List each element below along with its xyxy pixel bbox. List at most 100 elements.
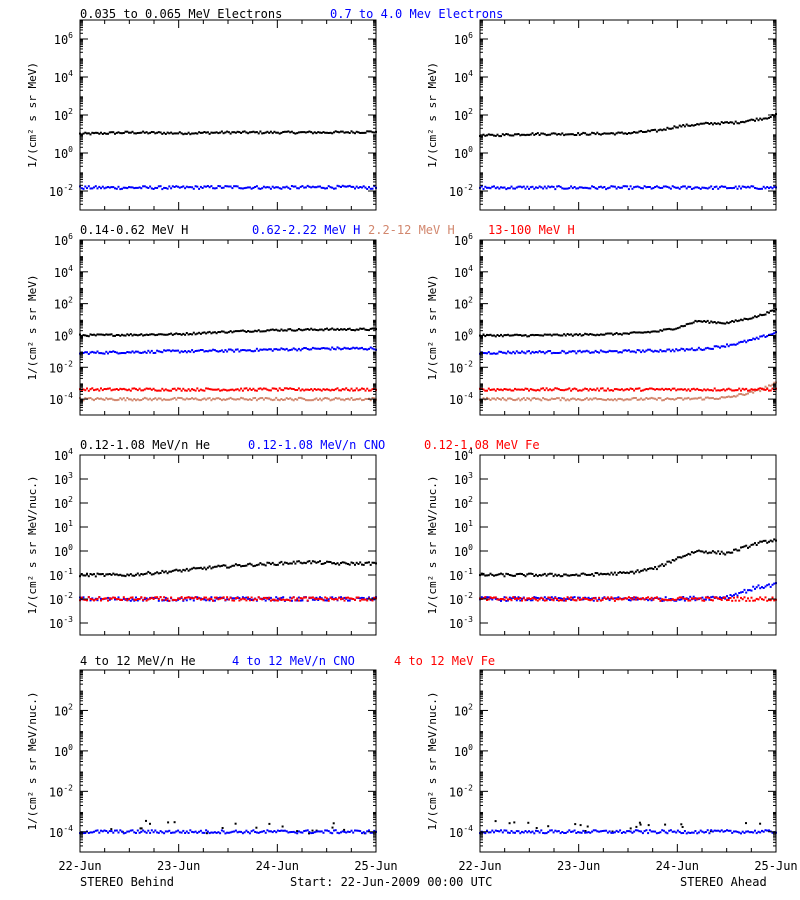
data-point	[519, 597, 522, 599]
data-point	[248, 387, 251, 390]
data-point	[692, 321, 695, 324]
data-point	[773, 381, 776, 384]
data-point	[254, 831, 257, 833]
data-point	[733, 830, 735, 833]
data-point	[117, 131, 120, 134]
data-point	[606, 350, 609, 353]
data-point	[220, 597, 223, 600]
data-point	[80, 389, 83, 392]
data-point	[561, 132, 564, 135]
data-point	[331, 562, 334, 565]
data-point	[273, 398, 276, 401]
data-point	[311, 328, 314, 331]
data-point	[717, 122, 720, 125]
data-point	[512, 134, 515, 137]
data-point	[682, 124, 685, 126]
data-point	[711, 830, 714, 833]
data-point	[108, 131, 111, 134]
data-point	[748, 599, 751, 602]
data-point	[669, 328, 672, 331]
data-point	[575, 398, 578, 401]
data-point	[215, 388, 218, 391]
data-point	[150, 131, 153, 133]
data-point	[171, 349, 174, 352]
data-point	[261, 397, 264, 399]
data-point	[601, 830, 604, 832]
data-point	[161, 351, 164, 354]
data-point	[512, 399, 515, 401]
data-point	[108, 573, 111, 575]
data-point	[359, 186, 362, 188]
data-point	[542, 597, 545, 600]
data-point	[606, 831, 609, 834]
data-point	[352, 598, 355, 600]
data-point	[303, 830, 306, 832]
data-point	[304, 347, 307, 350]
data-point	[494, 829, 497, 832]
data-point	[294, 389, 297, 391]
data-point	[486, 333, 488, 336]
data-point	[673, 598, 676, 601]
data-point	[596, 398, 599, 401]
data-point	[685, 397, 688, 400]
data-point	[107, 186, 109, 188]
data-point	[150, 596, 153, 599]
data-point	[366, 599, 369, 602]
data-point	[768, 384, 770, 387]
series-points	[479, 331, 777, 355]
data-point	[724, 345, 727, 348]
data-point	[311, 598, 314, 601]
data-point	[329, 186, 332, 189]
data-point	[226, 596, 229, 599]
data-point	[568, 133, 571, 136]
data-point	[500, 398, 502, 401]
data-point	[122, 132, 125, 134]
data-point	[236, 130, 239, 133]
data-point	[166, 599, 169, 602]
data-point	[740, 340, 742, 343]
data-point	[261, 598, 264, 601]
data-point	[580, 598, 583, 601]
data-point	[114, 351, 116, 353]
y-tick-label: 10-2	[49, 183, 73, 199]
data-point	[570, 830, 573, 833]
data-point	[589, 133, 592, 136]
data-point	[768, 311, 770, 314]
data-point	[262, 596, 265, 599]
data-point	[524, 575, 527, 578]
data-point	[145, 186, 148, 189]
data-point	[517, 596, 520, 599]
data-point	[159, 185, 162, 188]
data-point	[124, 575, 127, 578]
data-point	[747, 185, 749, 188]
data-point	[159, 572, 162, 574]
data-point	[98, 831, 101, 834]
data-point	[311, 832, 314, 834]
data-point	[210, 831, 213, 834]
data-point	[154, 572, 157, 575]
data-point	[547, 133, 550, 136]
data-point	[647, 832, 650, 835]
data-point	[510, 830, 513, 832]
data-point	[80, 596, 83, 599]
data-point	[589, 397, 592, 400]
data-point	[347, 599, 349, 602]
data-point	[731, 551, 734, 554]
data-point	[311, 346, 314, 349]
data-point	[715, 322, 718, 325]
data-point	[689, 389, 692, 392]
data-point	[489, 352, 492, 355]
data-point	[275, 596, 278, 599]
data-point	[640, 598, 643, 601]
data-point	[82, 596, 85, 599]
data-point	[261, 132, 264, 135]
data-point	[528, 133, 530, 136]
data-point	[163, 599, 166, 602]
data-point	[173, 349, 176, 352]
data-point	[178, 831, 181, 834]
data-point	[157, 397, 160, 400]
series-points	[479, 596, 777, 602]
data-point	[289, 397, 292, 400]
data-point	[208, 597, 211, 600]
data-point	[622, 399, 625, 402]
